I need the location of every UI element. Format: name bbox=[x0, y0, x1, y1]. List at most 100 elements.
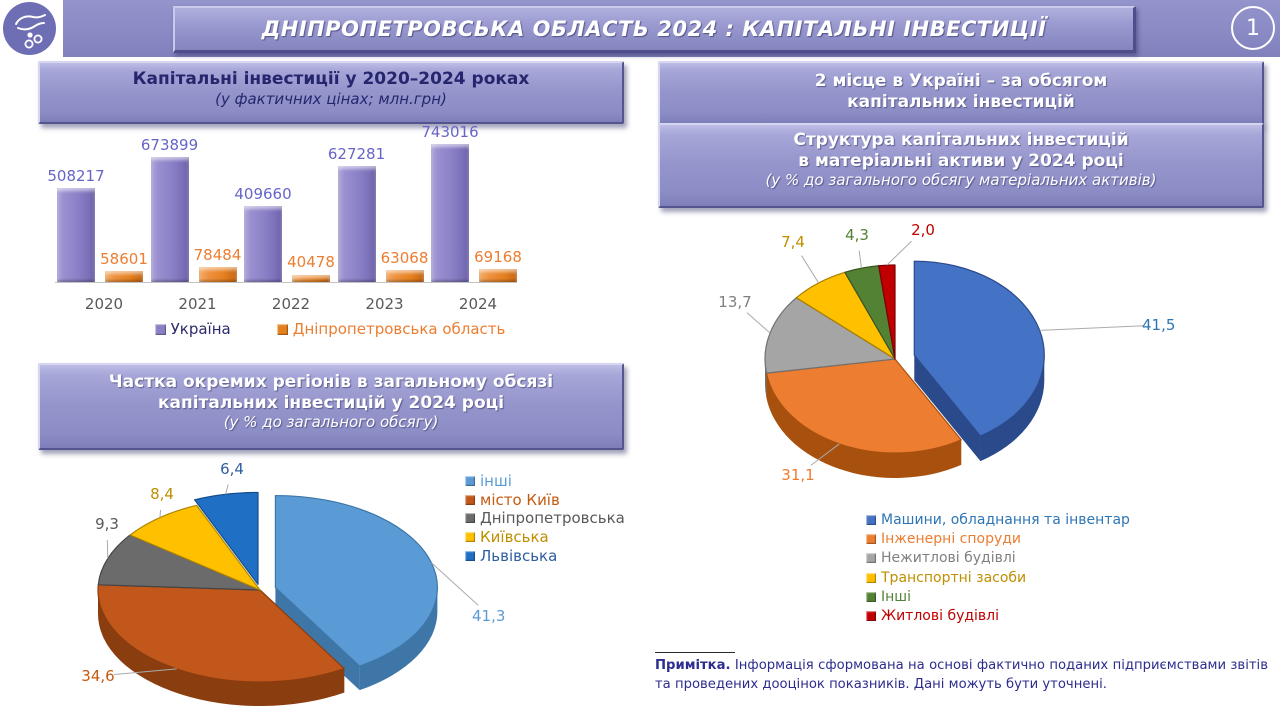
legend-marker bbox=[465, 513, 475, 524]
year-label: 2024 bbox=[458, 295, 498, 313]
rank-line2: капітальних інвестицій bbox=[847, 91, 1075, 112]
bar-chart: 508217 58601 2020 673899 78484 2021 409660 4047… bbox=[40, 123, 620, 313]
legend-label: інші bbox=[480, 472, 512, 491]
slide-title-box: ДНІПРОПЕТРОВСЬКА ОБЛАСТЬ 2024 : КАПІТАЛЬ… bbox=[173, 6, 1136, 53]
bar-value-label: 63068 bbox=[380, 249, 429, 268]
structure-title-line2: в матеріальні активи у 2024 році bbox=[798, 150, 1124, 171]
pie-value-label: 13,7 bbox=[718, 293, 751, 311]
legend-label: Львівська bbox=[480, 546, 558, 565]
year-label: 2023 bbox=[365, 295, 404, 313]
legend-marker bbox=[154, 323, 166, 335]
bar-value-label: 69168 bbox=[474, 248, 522, 267]
pie-slice-rim bbox=[98, 590, 345, 706]
pie-value-label: 8,4 bbox=[150, 485, 174, 503]
legend-label: Машини, обладнання та інвентар bbox=[881, 511, 1130, 528]
year-label: 2021 bbox=[178, 295, 217, 313]
regions-title-line1: Частка окремих регіонів в загальному обс… bbox=[108, 372, 554, 392]
pie-value-label: 2,0 bbox=[911, 221, 935, 239]
bar-value-label: 78484 bbox=[193, 246, 242, 265]
legend-label: Україна bbox=[170, 320, 231, 338]
hand-sowing-icon bbox=[14, 13, 46, 49]
top-band: ДНІПРОПЕТРОВСЬКА ОБЛАСТЬ 2024 : КАПІТАЛЬ… bbox=[0, 0, 1280, 57]
legend-marker bbox=[465, 532, 475, 543]
statistics-logo-icon bbox=[3, 2, 56, 55]
bar-chart-legend: Україна Дніпропетровська область bbox=[40, 320, 620, 338]
legend-item: Житлові будівлі bbox=[866, 606, 1196, 625]
bar-region-2023 bbox=[385, 270, 424, 282]
legend-item: Транспортні засоби bbox=[866, 568, 1196, 587]
pie-value-label: 9,3 bbox=[95, 515, 119, 533]
panel-title-structure-pie: Структура капітальних інвестицій в матер… bbox=[658, 123, 1264, 208]
legend-marker bbox=[465, 476, 475, 487]
legend-item: Інші bbox=[866, 587, 1196, 606]
leader-line bbox=[746, 312, 771, 334]
bar-region-2024 bbox=[479, 269, 517, 282]
structure-pie-chart: 41,5 31,1 13,7 7,4 4,3 2,0 bbox=[718, 221, 1175, 484]
leader-line bbox=[886, 240, 912, 266]
pie-value-label: 6,4 bbox=[220, 460, 244, 478]
regions-pie-legend: інші місто Київ Дніпропетровська Київська Ль… bbox=[465, 472, 635, 565]
bar-region-2021 bbox=[198, 267, 237, 282]
leader-line bbox=[431, 562, 479, 606]
legend-label: Дніпропетровська область bbox=[292, 320, 506, 338]
note-text: Інформація сформована на основі фактично… bbox=[655, 658, 1268, 692]
panel-title-rank: 2 місце в Україні – за обсягом капітальн… bbox=[658, 61, 1264, 125]
legend-marker bbox=[276, 323, 288, 335]
legend-marker bbox=[866, 572, 876, 583]
legend-label: Транспортні засоби bbox=[881, 569, 1027, 586]
pie-value-label: 34,6 bbox=[81, 667, 114, 685]
pie-slice bbox=[765, 358, 962, 454]
legend-marker bbox=[465, 494, 475, 505]
bar-ukraine-2020 bbox=[57, 187, 95, 282]
pie-slice-rim bbox=[359, 587, 438, 691]
slide-title: ДНІПРОПЕТРОВСЬКА ОБЛАСТЬ 2024 : КАПІТАЛЬ… bbox=[261, 17, 1047, 41]
legend-item: Інженерні споруди bbox=[866, 529, 1196, 548]
bar-value-label: 409660 bbox=[234, 184, 292, 203]
leader-line bbox=[858, 250, 862, 269]
pie-slice-rim bbox=[980, 355, 1045, 462]
legend-label: Інженерні споруди bbox=[881, 530, 1022, 547]
legend-item: Львівська bbox=[465, 546, 635, 565]
legend-item: Київська bbox=[465, 528, 635, 547]
pie-slice bbox=[129, 504, 261, 591]
legend-marker bbox=[465, 550, 475, 561]
leader-line bbox=[1039, 325, 1145, 331]
legend-item: Дніпропетровська bbox=[465, 509, 635, 528]
pie-value-label: 31,1 bbox=[781, 466, 814, 484]
rank-line1: 2 місце в Україні – за обсягом bbox=[814, 71, 1108, 91]
bar-ukraine-2021 bbox=[150, 156, 189, 282]
note-label: Примітка. bbox=[655, 658, 731, 673]
legend-item: Дніпропетровська область bbox=[276, 320, 506, 338]
bar-value-label: 743016 bbox=[421, 123, 479, 141]
year-label: 2020 bbox=[84, 295, 124, 313]
bar-region-2020 bbox=[105, 271, 143, 282]
panel-title-regions-pie: Частка окремих регіонів в загальному обс… bbox=[38, 363, 624, 450]
x-axis-line bbox=[55, 282, 517, 283]
regions-pie-chart: 41,3 34,6 9,3 8,4 6,4 bbox=[81, 460, 505, 706]
legend-label: Інші bbox=[881, 588, 911, 605]
pie-slice bbox=[194, 491, 259, 586]
bar-ukraine-2023 bbox=[337, 165, 376, 282]
leader-line bbox=[113, 668, 177, 676]
legend-item: Україна bbox=[154, 320, 231, 338]
legend-marker bbox=[866, 591, 876, 602]
legend-label: Київська bbox=[480, 528, 549, 547]
bar-chart-title: Капітальні інвестиції у 2020–2024 роках bbox=[132, 69, 530, 89]
bar-chart-subtitle: (у фактичних цінах; млн.грн) bbox=[215, 89, 447, 108]
structure-subtitle: (у % до загального обсягу матеріальних а… bbox=[765, 171, 1157, 190]
leader-line bbox=[801, 255, 820, 284]
legend-label: Житлові будівлі bbox=[881, 608, 1000, 625]
bar-value-label: 673899 bbox=[140, 135, 199, 154]
pie-slice-side bbox=[914, 355, 981, 462]
bar-region-2022 bbox=[292, 274, 330, 282]
bar-value-label: 58601 bbox=[100, 250, 148, 269]
logo-box bbox=[0, 0, 63, 57]
bar-value-label: 508217 bbox=[47, 166, 105, 185]
legend-label: місто Київ bbox=[480, 490, 560, 509]
pie-slice-rim bbox=[766, 373, 962, 478]
bar-value-label: 627281 bbox=[327, 144, 386, 163]
legend-item: Машини, обладнання та інвентар bbox=[866, 510, 1196, 529]
legend-label: Нежитлові будівлі bbox=[881, 550, 1016, 567]
regions-title-line2: капітальних інвестицій у 2024 році bbox=[157, 392, 505, 413]
